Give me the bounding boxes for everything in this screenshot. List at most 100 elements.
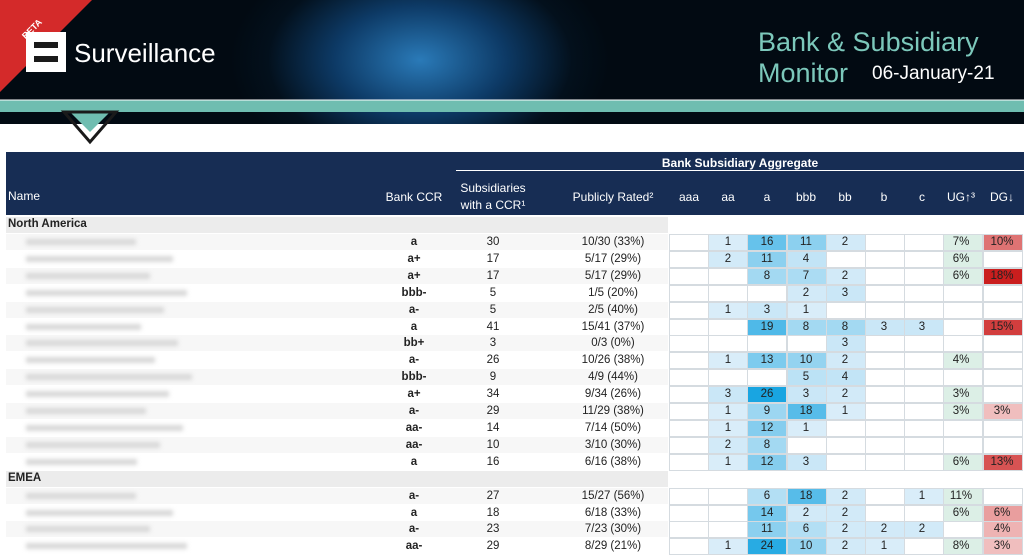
cell: 5 [802,371,810,384]
column-header: Subsidiaries with a CCR¹ [460,181,526,212]
column-header: DG↓ [990,190,1014,204]
heat-cell [865,386,905,404]
cell: 7 [802,269,810,282]
cell: 18 [799,489,813,502]
heat-cell [982,284,1023,302]
cell: 26 [760,388,774,401]
row [6,453,668,470]
blurred-name [26,340,178,347]
cell: a- [408,354,420,367]
cell: 6% [993,506,1011,519]
brand: Surveillance [74,38,216,68]
cell: bb+ [403,337,425,350]
cell: 29 [486,540,500,553]
section-row [6,470,668,487]
cell: aa- [405,438,423,451]
heat-cell [669,521,709,539]
cell: a- [408,523,420,536]
heat-cell [865,301,905,319]
cell: 26 [486,354,500,367]
row [6,436,668,453]
cell: 3 [880,320,888,333]
heat-cell [982,301,1023,319]
cell: 9 [489,371,497,384]
row [6,386,668,403]
cell: 2 [841,236,849,248]
heat-cell [669,267,709,285]
cell: 15/41 (37%) [581,320,645,333]
cell: 14 [486,421,500,434]
cell: 8 [763,438,771,451]
cell: 14 [760,506,774,519]
cell: 1 [724,455,732,468]
cell: 5 [489,303,497,316]
column-header: Publicly Rated² [572,190,654,204]
cell: 13 [760,354,774,367]
heat-cell [982,487,1023,505]
cell: 3 [918,320,926,333]
row [6,487,668,504]
cell: a- [408,405,420,417]
heat-cell [747,335,788,353]
row [6,504,668,521]
cell: 2/5 (40%) [588,303,638,316]
cell: 30 [486,236,500,248]
cell: 4 [802,252,810,265]
row [6,318,668,335]
blurred-name [26,323,141,330]
column-header: b [880,190,888,204]
heat-cell [825,301,866,319]
cell: 5/17 (29%) [584,269,642,282]
cell: 2 [841,540,849,553]
cell: 6/16 (38%) [584,455,642,468]
cell: 2 [880,523,888,536]
cell: 3% [952,388,970,401]
blurred-name [26,306,164,313]
heat-cell [982,436,1023,454]
row [6,521,668,538]
cell: 2 [841,354,849,367]
cell: 2 [841,506,849,519]
blurred-name [26,239,136,245]
cell: 4 [841,371,849,384]
blurred-name [26,289,187,296]
blurred-name [26,374,192,381]
cell: 2 [841,388,849,401]
heat-cell [904,284,945,302]
cell: 6 [802,523,810,536]
cell: 16 [760,236,774,248]
heat-cell [708,335,749,353]
heat-cell [904,301,945,319]
heat-cell [943,436,984,454]
cell: 2 [724,438,732,451]
cell: a- [408,489,420,502]
cell: 12 [760,421,774,434]
cell: 11 [761,252,773,265]
cell: 13% [990,455,1014,468]
title: Bank & Subsidiary [758,27,979,57]
blurred-name [26,424,183,431]
heat-cell [943,369,984,387]
heat-cell [669,369,709,387]
heat-cell [865,234,905,251]
heat-cell [982,352,1023,370]
column-header: Bank CCR [385,190,443,204]
title: Monitor [758,58,849,88]
row [6,267,668,284]
cell: 3 [802,455,810,468]
cell: 1 [724,540,732,553]
heat-cell [982,250,1023,268]
cell: 3 [841,286,849,299]
cell: 3 [724,388,732,401]
cell: 1 [724,236,732,248]
date: 06-January-21 [872,63,995,84]
cell: a+ [407,252,421,265]
group-header: Bank Subsidiary Aggregate [661,156,819,170]
cell: 11 [761,523,773,536]
heat-cell [943,335,984,353]
cell: 11/29 (38%) [582,405,644,417]
cell: 10 [486,438,500,451]
cell: 15/27 (56%) [581,489,645,502]
heat-cell [904,335,945,353]
cell: 9 [763,405,771,417]
